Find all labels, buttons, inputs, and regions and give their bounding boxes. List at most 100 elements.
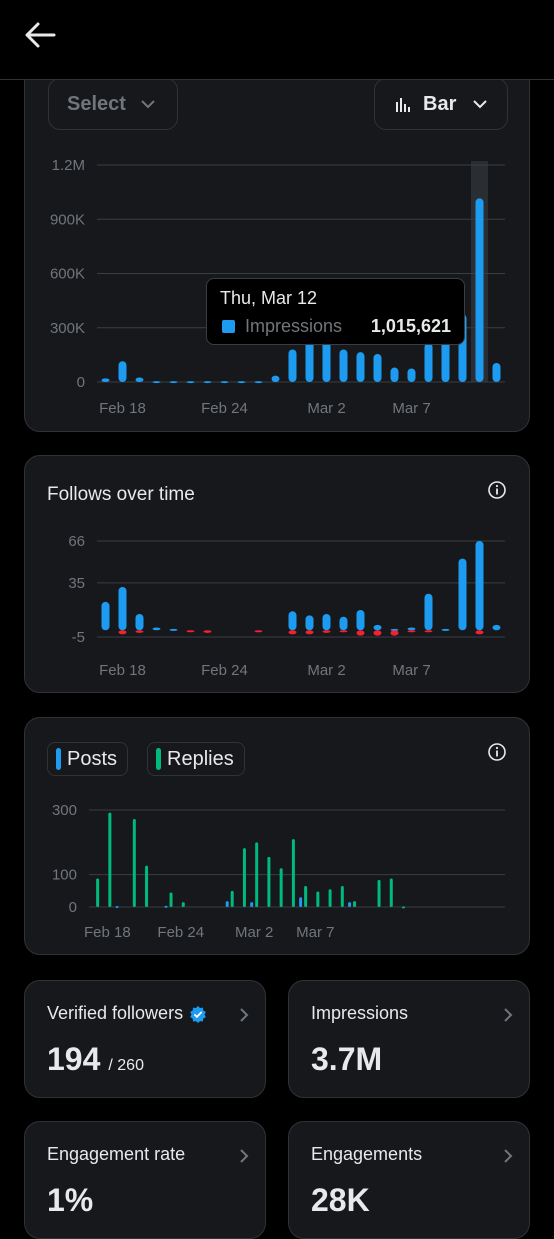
bar-chart-icon bbox=[396, 98, 410, 112]
tooltip-series-label: Impressions bbox=[245, 316, 343, 336]
bar-replies bbox=[291, 839, 295, 907]
bar-follows bbox=[424, 593, 433, 631]
bar-follows bbox=[118, 586, 127, 631]
tooltip-date: Thu, Mar 12 bbox=[220, 288, 318, 308]
y-tick-label: 600K bbox=[50, 266, 85, 283]
bar-impressions bbox=[118, 361, 127, 382]
bar-replies bbox=[230, 890, 234, 907]
chevron-right-icon bbox=[504, 1008, 513, 1022]
bar-impressions bbox=[407, 368, 416, 382]
bar-unfollows bbox=[118, 630, 127, 635]
x-tick-label: Feb 18 bbox=[84, 924, 131, 941]
impressions-bar-chart: 1.2M 900K 600K 300K 0 Feb 18 Feb 24 Mar 2 Mar 7 bbox=[50, 157, 505, 417]
bar-impressions bbox=[441, 335, 450, 382]
legend-replies-chip[interactable]: Replies bbox=[147, 742, 245, 776]
impressions-stat-value: 3.7M bbox=[311, 1041, 383, 1077]
arrow-left-icon[interactable] bbox=[22, 20, 58, 50]
bar-replies bbox=[316, 891, 320, 907]
bar-replies bbox=[169, 892, 173, 907]
legend-posts-chip[interactable]: Posts bbox=[47, 742, 129, 776]
verified-followers-count: 194 bbox=[47, 1041, 101, 1077]
bar-replies bbox=[377, 879, 381, 907]
posts-replies-chart-card: Posts Replies 300 100 0 Feb 18 Feb 24 Mar 2 Ma… bbox=[24, 717, 530, 955]
bar-unfollows bbox=[424, 630, 433, 633]
bar-impressions bbox=[424, 343, 433, 382]
bar-impressions bbox=[373, 353, 382, 382]
bar-follows bbox=[441, 628, 450, 631]
select-label: Select bbox=[67, 92, 126, 115]
tooltip-value: 1,015,621 bbox=[370, 316, 451, 336]
posts-color-marker bbox=[56, 748, 61, 770]
verified-followers-title: Verified followers bbox=[47, 1003, 207, 1024]
bar-impressions bbox=[135, 377, 144, 382]
y-tick-label: 1.2M bbox=[52, 157, 85, 174]
bar-replies bbox=[267, 856, 271, 907]
verified-followers-label: Verified followers bbox=[47, 1003, 184, 1023]
y-tick-label: 66 bbox=[68, 533, 85, 550]
bar-unfollows bbox=[288, 630, 297, 635]
engagement-rate-label: Engagement rate bbox=[47, 1144, 186, 1164]
bar-follows bbox=[169, 628, 178, 631]
bar-posts bbox=[250, 902, 254, 907]
x-tick-label: Feb 24 bbox=[201, 662, 248, 679]
follows-chart-card: Follows over time 66 35 -5 Feb 18 Feb 24 Mar … bbox=[24, 455, 530, 693]
legend-replies-label: Replies bbox=[167, 747, 234, 770]
legend-posts-label: Posts bbox=[67, 747, 118, 770]
engagement-rate-card[interactable]: Engagement rate 1% bbox=[24, 1121, 266, 1239]
y-tick-label: 300 bbox=[52, 802, 77, 819]
x-tick-label: Feb 18 bbox=[99, 400, 146, 417]
bar-replies bbox=[353, 901, 357, 907]
engagement-rate-title: Engagement rate bbox=[47, 1144, 185, 1165]
bar-follows bbox=[475, 541, 484, 631]
chevron-right-icon bbox=[504, 1149, 513, 1163]
bar-replies bbox=[255, 842, 259, 907]
x-tick-label: Mar 7 bbox=[392, 662, 430, 679]
bar-impressions bbox=[186, 381, 195, 384]
bar-replies bbox=[145, 865, 149, 907]
impressions-stat-card[interactable]: Impressions 3.7M bbox=[288, 980, 530, 1098]
bar-impressions bbox=[203, 381, 212, 384]
engagements-card[interactable]: Engagements 28K bbox=[288, 1121, 530, 1239]
x-tick-label: Mar 2 bbox=[235, 924, 273, 941]
bar-impressions bbox=[339, 349, 348, 382]
impressions-stat-label: Impressions bbox=[311, 1003, 409, 1023]
y-tick-label: -5 bbox=[72, 629, 85, 646]
bar-unfollows bbox=[373, 630, 382, 636]
bar-replies bbox=[96, 878, 100, 907]
y-tick-label: 100 bbox=[52, 867, 77, 884]
bar-impressions bbox=[390, 367, 399, 382]
verified-followers-card[interactable]: Verified followers 194 / 260 bbox=[24, 980, 266, 1098]
bar-impressions bbox=[101, 378, 110, 382]
bar-impressions bbox=[169, 381, 178, 384]
bar-follows bbox=[356, 609, 365, 631]
follows-bar-chart: 66 35 -5 Feb 18 Feb 24 Mar 2 Mar 7 bbox=[68, 533, 505, 679]
verified-followers-total: / 260 bbox=[108, 1057, 144, 1074]
info-icon[interactable] bbox=[487, 480, 507, 500]
bar-impressions bbox=[475, 198, 484, 382]
chevron-right-icon bbox=[240, 1008, 249, 1022]
bar-unfollows bbox=[339, 630, 348, 633]
bar-follows bbox=[407, 627, 416, 631]
bar-follows bbox=[101, 601, 110, 631]
chevron-right-icon bbox=[240, 1149, 249, 1163]
bar-unfollows bbox=[407, 630, 416, 633]
engagements-label: Engagements bbox=[311, 1144, 423, 1164]
x-tick-label: Mar 2 bbox=[307, 662, 345, 679]
bar-impressions bbox=[271, 375, 280, 382]
bar-unfollows bbox=[254, 630, 263, 633]
x-tick-label: Mar 7 bbox=[296, 924, 334, 941]
bar-follows bbox=[135, 614, 144, 631]
bar-follows bbox=[373, 624, 382, 631]
verified-badge-icon bbox=[190, 1005, 206, 1023]
bar-replies bbox=[279, 868, 283, 907]
bar-unfollows bbox=[356, 630, 365, 636]
bar-impressions bbox=[322, 339, 331, 382]
chart-tooltip: Thu, Mar 12 Impressions 1,015,621 bbox=[206, 278, 465, 345]
posts-replies-bar-chart: 300 100 0 Feb 18 Feb 24 Mar 2 Mar 7 bbox=[52, 802, 505, 941]
y-tick-label: 0 bbox=[77, 374, 85, 391]
info-icon[interactable] bbox=[487, 742, 507, 762]
bar-follows bbox=[492, 624, 501, 631]
bar-posts bbox=[348, 902, 352, 907]
y-tick-label: 35 bbox=[68, 575, 85, 592]
top-bar bbox=[0, 0, 554, 80]
